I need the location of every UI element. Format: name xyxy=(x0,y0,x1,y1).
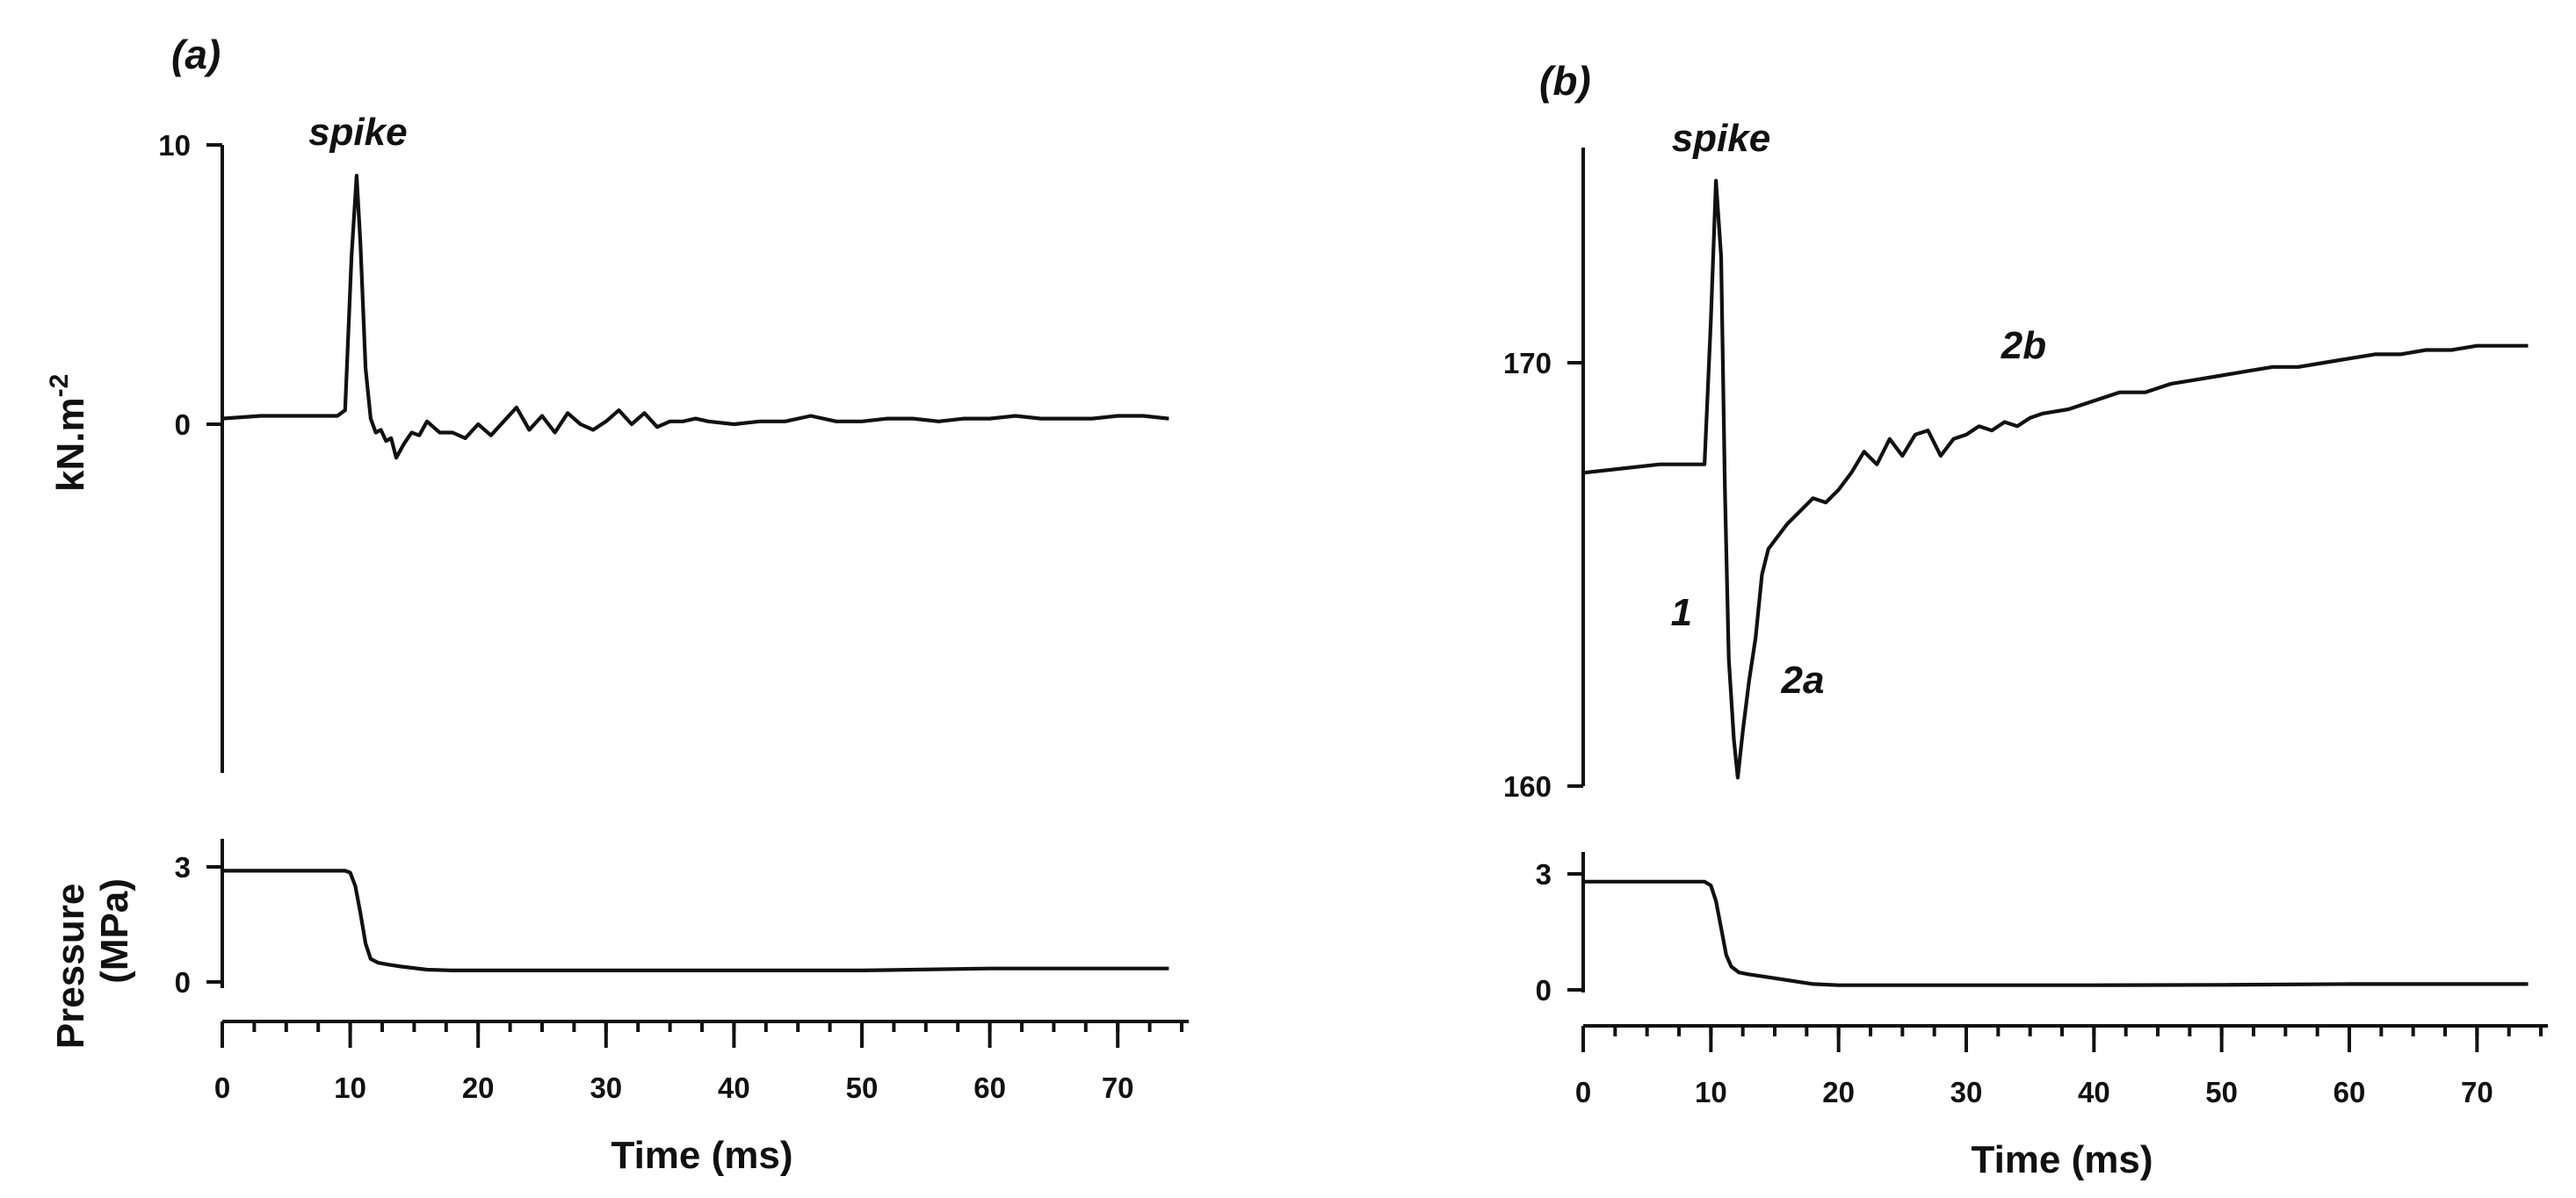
top-annotation: spike xyxy=(308,111,408,154)
top-annotation: 2a xyxy=(1780,659,1824,702)
x-tick-label: 70 xyxy=(1102,1072,1134,1104)
top-trace xyxy=(1582,178,2529,780)
top-annotation: spike xyxy=(1672,117,1771,160)
panel-label: (b) xyxy=(1539,58,1591,104)
x-tick-label: 70 xyxy=(2461,1076,2493,1108)
top-y-tick-label: 160 xyxy=(1503,770,1552,803)
x-tick-label: 40 xyxy=(718,1072,750,1104)
pressure-trace xyxy=(1583,879,2529,987)
x-tick-label: 60 xyxy=(2334,1076,2366,1108)
pressure-trace xyxy=(222,869,1169,973)
pressure-y-axis-title: Pressure xyxy=(49,884,92,1049)
x-tick-label: 30 xyxy=(590,1072,622,1104)
x-tick-label: 20 xyxy=(462,1072,495,1104)
pressure-y-tick-label: 3 xyxy=(175,851,191,884)
top-y-tick-label: 0 xyxy=(175,408,191,441)
pressure-y-tick-label: 0 xyxy=(1536,974,1552,1007)
top-trace xyxy=(221,173,1169,460)
x-tick-label: 10 xyxy=(1695,1076,1727,1108)
x-tick-label: 0 xyxy=(1575,1076,1591,1108)
x-tick-label: 30 xyxy=(1950,1076,1983,1108)
x-tick-label: 20 xyxy=(1822,1076,1855,1108)
x-tick-label: 10 xyxy=(334,1072,366,1104)
pressure-y-axis-unit: (MPa) xyxy=(93,878,136,984)
x-tick-label: 0 xyxy=(214,1072,230,1104)
top-y-tick-label: 170 xyxy=(1503,347,1552,379)
top-y-axis-title: kN.m-2 xyxy=(45,374,92,492)
top-annotation: 1 xyxy=(1671,591,1692,634)
x-tick-label: 50 xyxy=(2205,1076,2238,1108)
pressure-y-tick-label: 3 xyxy=(1536,858,1552,891)
top-y-axis-title-exponent: -2 xyxy=(45,374,74,398)
x-axis-title: Time (ms) xyxy=(611,1134,792,1177)
panel-label: (a) xyxy=(171,32,221,77)
x-tick-label: 40 xyxy=(2078,1076,2110,1108)
x-axis-title: Time (ms) xyxy=(1971,1138,2153,1181)
x-tick-label: 60 xyxy=(973,1072,1006,1104)
x-tick-label: 50 xyxy=(846,1072,879,1104)
top-y-tick-label: 10 xyxy=(158,129,191,162)
top-annotation: 2b xyxy=(2001,324,2046,367)
pressure-y-tick-label: 0 xyxy=(175,966,191,999)
